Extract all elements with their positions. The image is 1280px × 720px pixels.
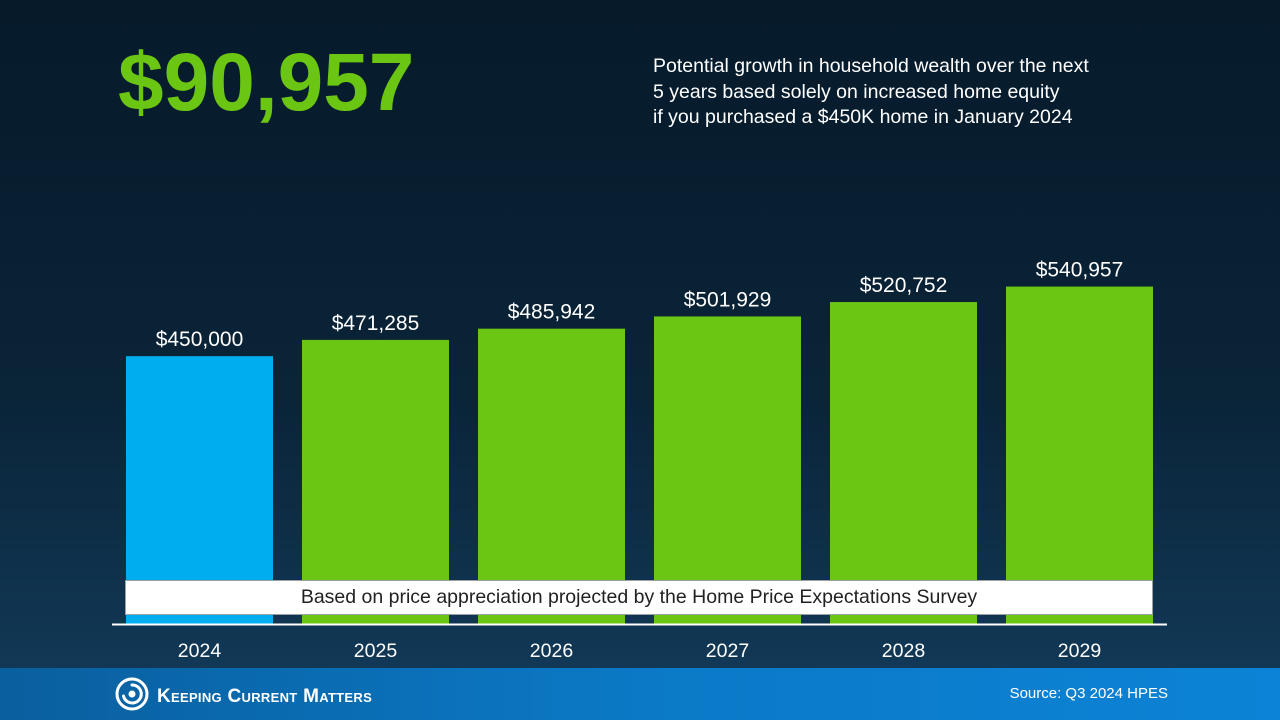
subtitle-line-2: 5 years based solely on increased home e… [653, 80, 1060, 103]
methodology-note: Based on price appreciation projected by… [125, 580, 1153, 615]
data-label-2026: $485,942 [508, 301, 596, 324]
data-label-2024: $450,000 [156, 328, 244, 351]
x-tick-label-2024: 2024 [178, 640, 222, 662]
x-tick-label-2025: 2025 [354, 640, 398, 662]
bar-2029 [1006, 286, 1153, 624]
data-label-2028: $520,752 [860, 274, 948, 297]
data-label-2027: $501,929 [684, 288, 772, 311]
chart-subtitle: Potential growth in household wealth ove… [653, 54, 1213, 131]
bar-2027 [654, 316, 801, 624]
x-tick-label-2028: 2028 [882, 640, 925, 662]
bar-chart: $450,000 2024 $471,285 2025 $485,942 2026 $501… [126, 259, 1153, 662]
data-label-2025: $471,285 [332, 312, 420, 335]
brand-logo: Keeping Current Matters [115, 677, 372, 716]
bar-2028 [830, 302, 977, 624]
x-tick-label-2026: 2026 [530, 640, 573, 662]
x-tick-label-2029: 2029 [1058, 640, 1101, 662]
source-citation: Source: Q3 2024 HPES [1009, 685, 1168, 702]
brand-name: Keeping Current Matters [157, 685, 373, 707]
headline-value: $90,957 [118, 37, 415, 128]
footer-bar: Keeping Current Matters Source: Q3 2024 … [0, 668, 1280, 720]
bar-2024 [126, 356, 273, 624]
subtitle-line-3: if you purchased a $450K home in January… [653, 106, 1073, 128]
bar-2026 [478, 328, 625, 624]
data-label-2029: $540,957 [1036, 259, 1124, 282]
bar-2025 [302, 339, 449, 624]
swirl-logo-icon [115, 677, 149, 716]
x-tick-label-2027: 2027 [706, 640, 749, 662]
subtitle-line-1: Potential growth in household wealth ove… [653, 55, 1089, 77]
